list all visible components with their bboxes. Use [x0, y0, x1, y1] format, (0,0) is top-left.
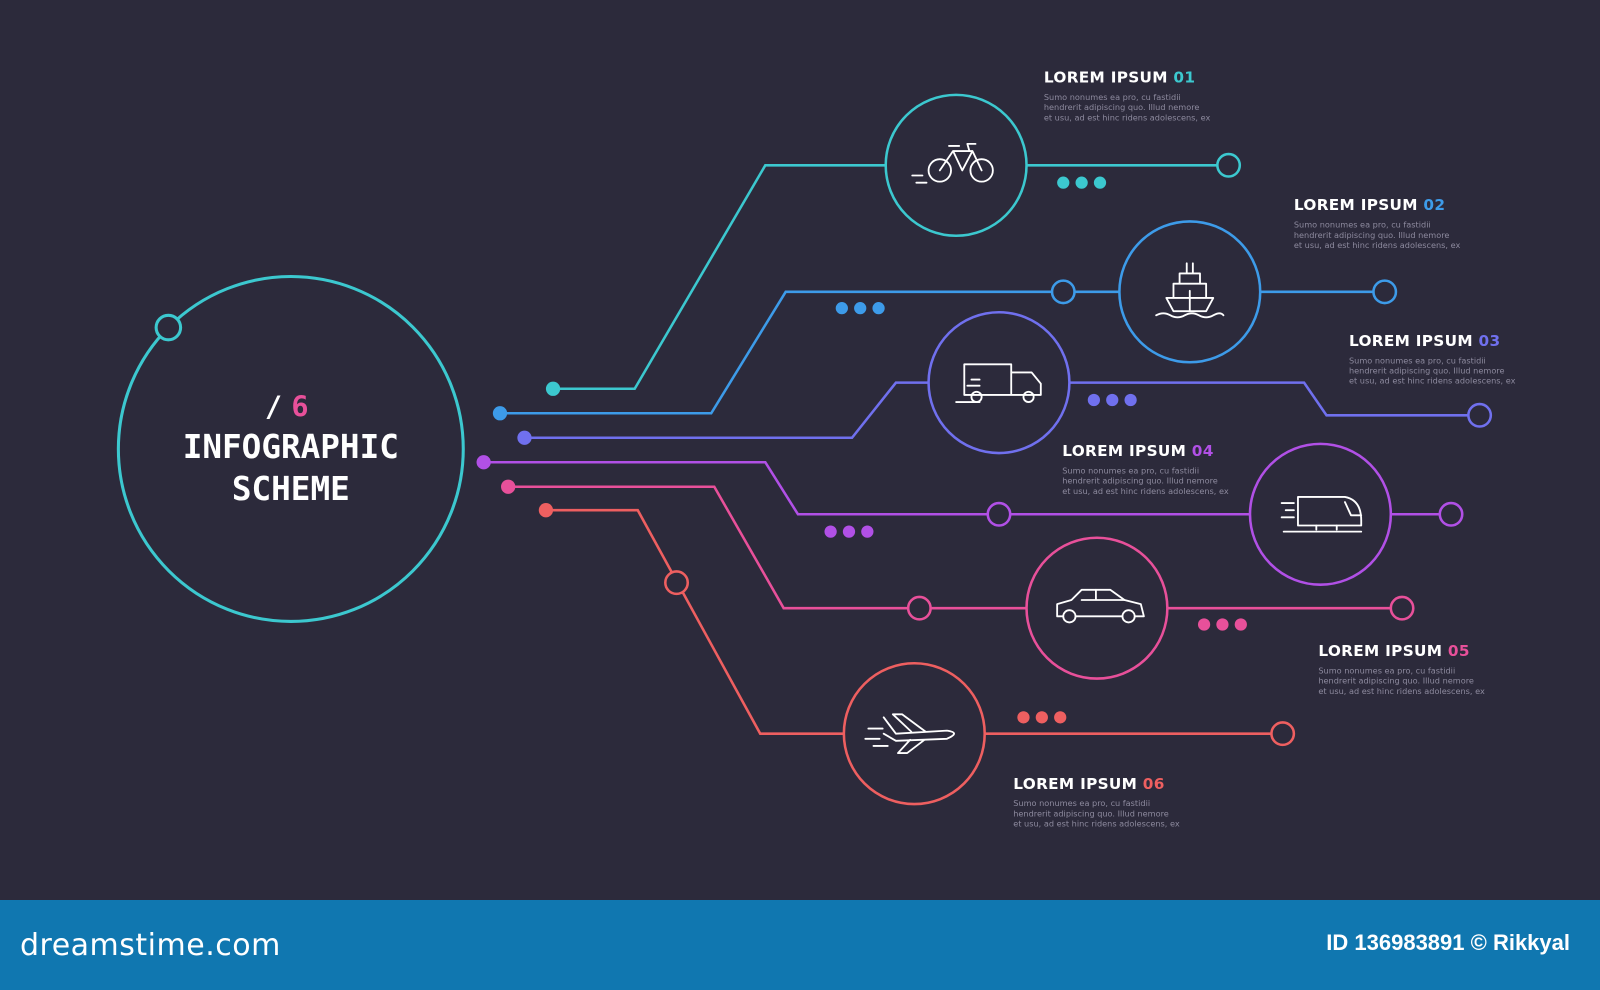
node-circle-04 [1438, 501, 1464, 527]
item-body-line: Sumo nonumes ea pro, cu fastidii [1013, 798, 1150, 808]
ellipsis-dot-03 [1087, 393, 1100, 407]
item-body-line: hendrerit adipiscing quo. Illud nemore [1294, 230, 1450, 240]
item-body-line: Sumo nonumes ea pro, cu fastidii [1349, 355, 1486, 365]
infographic-canvas: / 6 INFOGRAPHIC SCHEME LOREM IPSUM 01 Sum… [116, 69, 1516, 829]
item-body-line: et usu, ad est hinc ridens adolescens, e… [1349, 376, 1516, 386]
item-body-line: hendrerit adipiscing quo. Illud nemore [1013, 808, 1169, 818]
item-label: LOREM IPSUM [1294, 196, 1424, 214]
ellipsis-dot-03 [1106, 393, 1119, 407]
icon-circle-05 [1025, 536, 1169, 680]
title-line-1: INFOGRAPHIC [183, 428, 399, 466]
item-body-line: hendrerit adipiscing quo. Illud nemore [1044, 102, 1200, 112]
item-heading-01: LOREM IPSUM 01 [1044, 69, 1195, 87]
airplane-icon [864, 713, 955, 754]
item-heading-02: LOREM IPSUM 02 [1294, 196, 1445, 214]
main-circle [116, 275, 465, 623]
start-dot-04 [476, 455, 491, 470]
item-body-line: hendrerit adipiscing quo. Illud nemore [1318, 676, 1474, 686]
footer-logo[interactable]: dreamstime.com [20, 928, 281, 963]
main-circle-node [154, 313, 183, 342]
item-heading-03: LOREM IPSUM 03 [1349, 332, 1500, 350]
ellipsis-dot-04 [842, 525, 856, 538]
icon-circle-06 [842, 661, 986, 806]
start-dot-03 [517, 430, 532, 445]
item-number: 02 [1423, 196, 1445, 214]
connector-line-04 [483, 460, 1452, 516]
connector-line-03 [524, 381, 1480, 440]
icon-circle-04 [1248, 442, 1393, 586]
image-id: ID 136983891 © Rikkyal [1326, 930, 1570, 955]
start-dot-05 [501, 479, 516, 494]
ellipsis-dot-02 [835, 302, 848, 315]
ellipsis-dot-04 [861, 525, 874, 538]
title-line-2: SCHEME [232, 470, 350, 508]
ship-icon [1155, 262, 1225, 319]
ellipsis-dot-02 [854, 302, 867, 315]
icon-circle-01 [884, 93, 1028, 237]
bicycle-icon [911, 142, 994, 184]
item-body-line: et usu, ad est hinc ridens adolescens, e… [1062, 486, 1229, 496]
item-number: 05 [1448, 642, 1470, 660]
item-body-line: Sumo nonumes ea pro, cu fastidii [1318, 665, 1455, 675]
item-number: 06 [1143, 775, 1165, 793]
train-icon [1280, 496, 1363, 533]
item-body-line: et usu, ad est hinc ridens adolescens, e… [1318, 686, 1485, 696]
item-number: 03 [1479, 332, 1501, 350]
ellipsis-dot-01 [1075, 176, 1088, 189]
connector-line-02 [500, 290, 1385, 415]
ellipsis-dot-06 [1054, 711, 1067, 724]
node-circle-02 [1050, 279, 1076, 305]
truck-icon [955, 363, 1042, 403]
ellipsis-dot-02 [872, 302, 885, 315]
icon-circle-03 [927, 310, 1071, 455]
footer-bar: dreamstime.com ID 136983891 © Rikkyal [0, 900, 1600, 990]
node-circle-03 [1467, 402, 1493, 428]
node-circle-06 [1270, 721, 1296, 747]
ellipsis-dot-06 [1017, 711, 1030, 724]
item-body-line: et usu, ad est hinc ridens adolescens, e… [1044, 112, 1211, 122]
ellipsis-dot-06 [1035, 711, 1048, 724]
ellipsis-dot-01 [1057, 176, 1070, 189]
car-icon [1056, 588, 1145, 624]
node-circle-05 [1389, 595, 1415, 621]
start-dot-06 [538, 503, 554, 518]
ellipsis-dot-04 [824, 525, 837, 538]
ellipsis-dot-01 [1093, 176, 1107, 189]
item-heading-04: LOREM IPSUM 04 [1062, 442, 1213, 460]
node-circle-05 [906, 595, 932, 621]
title-slash: / [265, 389, 282, 423]
node-circle-04 [986, 501, 1012, 527]
ellipsis-dot-05 [1234, 618, 1247, 631]
ellipsis-dot-05 [1216, 618, 1229, 631]
item-label: LOREM IPSUM [1349, 332, 1479, 350]
item-body-line: Sumo nonumes ea pro, cu fastidii [1294, 220, 1431, 230]
start-dot-01 [545, 381, 561, 396]
item-heading-05: LOREM IPSUM 05 [1318, 642, 1469, 660]
ellipsis-dot-05 [1197, 618, 1211, 631]
item-number: 04 [1192, 442, 1214, 460]
item-body-line: Sumo nonumes ea pro, cu fastidii [1044, 92, 1181, 102]
node-circle-02 [1372, 279, 1398, 305]
item-body-line: hendrerit adipiscing quo. Illud nemore [1062, 476, 1218, 486]
item-label: LOREM IPSUM [1318, 642, 1448, 660]
item-body-line: hendrerit adipiscing quo. Illud nemore [1349, 365, 1505, 375]
item-label: LOREM IPSUM [1062, 442, 1192, 460]
start-dot-02 [492, 406, 508, 421]
item-body-line: et usu, ad est hinc ridens adolescens, e… [1294, 240, 1461, 250]
node-circle-01 [1216, 152, 1242, 178]
ellipsis-dot-03 [1124, 393, 1137, 407]
item-number: 01 [1173, 69, 1195, 87]
item-body-line: Sumo nonumes ea pro, cu fastidii [1062, 465, 1199, 475]
item-label: LOREM IPSUM [1013, 775, 1143, 793]
item-body-line: et usu, ad est hinc ridens adolescens, e… [1013, 819, 1180, 829]
item-heading-06: LOREM IPSUM 06 [1013, 775, 1164, 793]
title-count: 6 [291, 389, 308, 423]
item-label: LOREM IPSUM [1044, 69, 1174, 87]
node-circle-06 [664, 570, 690, 596]
connector-line-06 [545, 508, 1283, 735]
